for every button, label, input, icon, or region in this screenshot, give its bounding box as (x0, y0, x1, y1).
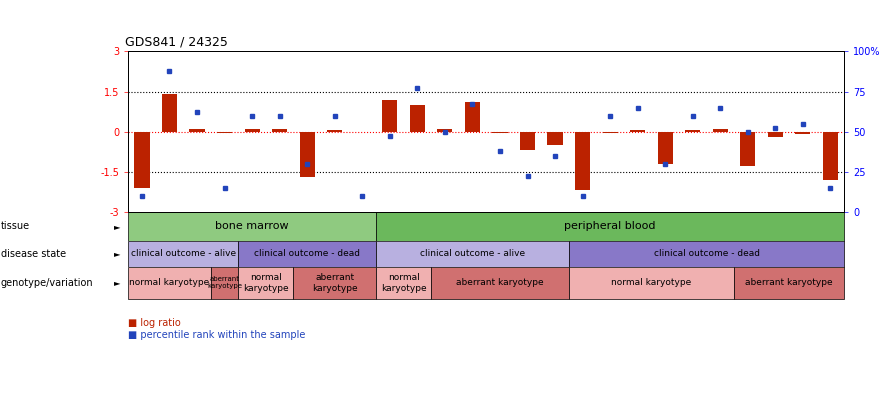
Bar (217, 131, 232, 133)
Bar (520, 131, 535, 150)
Bar (239, 267, 293, 299)
Text: peripheral blood: peripheral blood (564, 221, 656, 231)
Text: disease state: disease state (1, 249, 66, 259)
Bar (630, 130, 645, 131)
Bar (796, 131, 811, 134)
Bar (189, 129, 204, 131)
Text: genotype/variation: genotype/variation (1, 278, 94, 288)
Text: aberrant karyotype: aberrant karyotype (456, 278, 544, 287)
Bar (685, 130, 700, 131)
Text: clinical outcome - dead: clinical outcome - dead (255, 249, 360, 258)
Text: aberrant karyotype: aberrant karyotype (745, 278, 833, 287)
Bar (293, 267, 376, 299)
Text: ■ percentile rank within the sample: ■ percentile rank within the sample (128, 329, 306, 340)
Bar (438, 129, 453, 131)
Bar (300, 131, 315, 177)
Bar (128, 211, 376, 241)
Bar (162, 94, 177, 131)
Text: normal
karyotype: normal karyotype (243, 273, 289, 293)
Text: clinical outcome - dead: clinical outcome - dead (653, 249, 759, 258)
Text: bone marrow: bone marrow (216, 221, 289, 231)
Bar (823, 131, 838, 180)
Bar (603, 131, 618, 133)
Bar (134, 131, 149, 188)
Bar (376, 211, 844, 241)
Text: aberrant
karyotype: aberrant karyotype (207, 276, 242, 289)
Bar (128, 241, 239, 267)
Bar (768, 131, 783, 137)
Bar (327, 130, 342, 131)
Text: ■ log ratio: ■ log ratio (128, 318, 181, 328)
Bar (734, 267, 844, 299)
Text: ►: ► (114, 278, 121, 287)
Bar (376, 267, 431, 299)
Text: normal karyotype: normal karyotype (129, 278, 210, 287)
Bar (410, 105, 425, 131)
Bar (740, 131, 756, 166)
Bar (376, 241, 568, 267)
Bar (568, 267, 734, 299)
Text: tissue: tissue (1, 221, 30, 231)
Text: normal
karyotype: normal karyotype (381, 273, 426, 293)
Text: clinical outcome - alive: clinical outcome - alive (131, 249, 236, 258)
Bar (575, 131, 591, 190)
Bar (713, 129, 728, 131)
Text: normal karyotype: normal karyotype (612, 278, 691, 287)
Bar (465, 102, 480, 131)
Bar (245, 129, 260, 131)
Bar (492, 131, 507, 133)
Bar (431, 267, 568, 299)
Bar (568, 241, 844, 267)
Bar (547, 131, 562, 145)
Text: clinical outcome - alive: clinical outcome - alive (420, 249, 525, 258)
Bar (272, 129, 287, 131)
Text: ►: ► (114, 222, 121, 231)
Text: GDS841 / 24325: GDS841 / 24325 (125, 36, 227, 49)
Bar (210, 267, 239, 299)
Text: ►: ► (114, 249, 121, 258)
Text: aberrant
karyotype: aberrant karyotype (312, 273, 357, 293)
Bar (128, 267, 210, 299)
Bar (382, 99, 398, 131)
Bar (239, 241, 376, 267)
Bar (658, 131, 673, 164)
